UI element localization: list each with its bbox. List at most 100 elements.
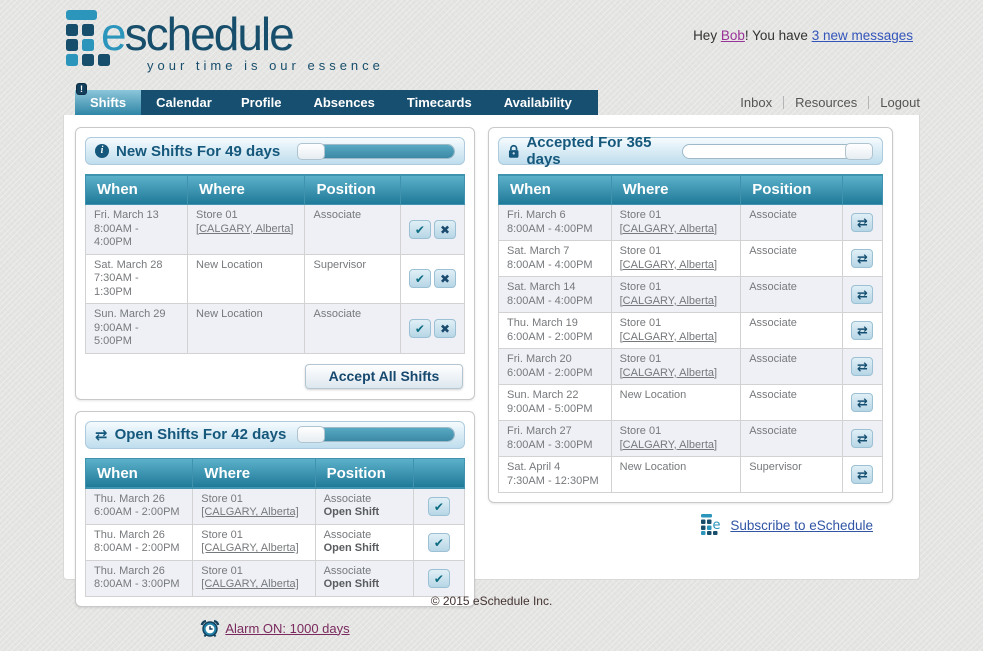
- accept-shift-button[interactable]: ✔: [427, 568, 450, 588]
- content-area: i New Shifts For 49 days When Where Posi…: [63, 115, 920, 637]
- table-header-row: When Where Position: [498, 174, 884, 205]
- location-link[interactable]: [CALGARY, Alberta]: [201, 506, 299, 518]
- shift-location: Store 01: [201, 528, 243, 541]
- shift-location: Store 01: [619, 425, 662, 437]
- shift-location: New Location: [619, 461, 687, 473]
- accept-shift-button[interactable]: ✔: [427, 496, 450, 516]
- slider-handle[interactable]: [845, 142, 873, 160]
- logout-link[interactable]: Logout: [880, 95, 920, 110]
- accept-shift-button[interactable]: ✔: [427, 532, 450, 552]
- shift-location: Store 01: [619, 209, 662, 221]
- shift-time: 9:00AM - 5:00PM: [94, 321, 139, 348]
- table-row: Sat. March 14 8:00AM - 4:00PM Store 01 [CA…: [498, 276, 884, 313]
- shift-location: Store 01: [196, 209, 238, 221]
- shift-date: Sun. March 22: [507, 389, 579, 401]
- open-shift-label: Open Shift: [323, 542, 380, 554]
- subscribe-link[interactable]: Subscribe to eSchedule: [730, 518, 873, 533]
- location-link[interactable]: [CALGARY, Alberta]: [619, 330, 718, 343]
- inbox-link[interactable]: Inbox: [740, 95, 773, 110]
- alarm-clock-icon: [200, 619, 220, 637]
- shift-location: New Location: [196, 308, 263, 320]
- days-range-slider[interactable]: [297, 426, 455, 443]
- menu-item-timecards[interactable]: Timecards: [406, 95, 472, 110]
- shift-time: 8:00AM - 4:00PM: [507, 294, 593, 307]
- slider-handle[interactable]: [297, 142, 325, 160]
- decline-shift-button[interactable]: ✖: [433, 219, 456, 239]
- shift-position: Associate: [323, 492, 372, 505]
- alarm-row: Alarm ON: 1000 days: [75, 618, 475, 638]
- menu-item-absences[interactable]: Absences: [313, 95, 375, 110]
- shift-position: Associate: [749, 317, 797, 329]
- new-messages-link[interactable]: 3 new messages: [811, 28, 913, 43]
- location-link[interactable]: [CALGARY, Alberta]: [619, 438, 718, 451]
- days-range-slider[interactable]: [682, 142, 873, 160]
- shift-tabs: Shifts Calendar: [75, 90, 227, 115]
- accept-all-shifts-button[interactable]: Accept All Shifts: [305, 363, 463, 389]
- slider-handle[interactable]: [297, 426, 325, 443]
- location-link[interactable]: [CALGARY, Alberta]: [201, 578, 299, 590]
- open-shifts-header: ⇄ Open Shifts For 42 days: [85, 420, 465, 449]
- decline-shift-button[interactable]: ✖: [433, 318, 456, 338]
- location-link[interactable]: [CALGARY, Alberta]: [619, 258, 718, 271]
- shift-location: New Location: [619, 389, 687, 401]
- alarm-link[interactable]: Alarm ON: 1000 days: [225, 620, 350, 636]
- swap-shift-button[interactable]: ⇄: [851, 393, 874, 412]
- location-link[interactable]: [CALGARY, Alberta]: [201, 542, 299, 554]
- shift-date: Thu. March 19: [507, 317, 578, 329]
- col-when: When: [84, 457, 194, 489]
- accept-shift-button[interactable]: ✔: [408, 318, 431, 338]
- open-shift-label: Open Shift: [323, 506, 380, 518]
- swap-shift-button[interactable]: ⇄: [851, 357, 874, 376]
- swap-shift-button[interactable]: ⇄: [851, 465, 874, 484]
- location-link[interactable]: [CALGARY, Alberta]: [619, 294, 718, 307]
- shift-position: Associate: [749, 245, 797, 257]
- shift-date: Fri. March 6: [507, 209, 566, 221]
- tab-calendar[interactable]: Calendar: [141, 90, 227, 115]
- table-row: Sat. March 28 7:30AM - 1:30PM New Locatio…: [84, 253, 466, 304]
- shift-position: Supervisor: [313, 258, 367, 271]
- table-row: Thu. March 26 8:00AM - 3:00PM Store 01 [CA…: [84, 559, 466, 597]
- shift-time: 8:00AM - 3:00PM: [94, 578, 180, 590]
- panel-title: Accepted For 365 days: [526, 134, 652, 168]
- table-row: Fri. March 6 8:00AM - 4:00PM Store 01 [CAL…: [498, 204, 884, 241]
- swap-shift-button[interactable]: ⇄: [851, 249, 874, 268]
- swap-shift-button[interactable]: ⇄: [851, 321, 874, 340]
- location-link[interactable]: [CALGARY, Alberta]: [196, 222, 294, 235]
- shift-time: 8:00AM - 4:00PM: [507, 258, 593, 271]
- accepted-table: When Where Position Fri. March 6 8:00AM -…: [498, 174, 884, 493]
- shift-date: Sat. March 14: [507, 281, 576, 293]
- shift-position: Associate: [313, 308, 362, 320]
- decline-shift-button[interactable]: ✖: [433, 269, 456, 289]
- location-link[interactable]: [CALGARY, Alberta]: [619, 366, 718, 379]
- new-shifts-header: i New Shifts For 49 days: [85, 137, 465, 165]
- accept-shift-button[interactable]: ✔: [408, 269, 431, 289]
- shift-date: Thu. March 26: [94, 528, 165, 541]
- swap-shift-button[interactable]: ⇄: [851, 213, 874, 232]
- new-shifts-table: When Where Position Fri. March 13 8:00AM …: [84, 174, 466, 354]
- shift-date: Sat. March 7: [507, 245, 570, 257]
- col-position: Position: [314, 457, 414, 489]
- shift-location: Store 01: [619, 245, 662, 257]
- accept-shift-button[interactable]: ✔: [408, 219, 431, 239]
- user-name-link[interactable]: Bob: [720, 28, 745, 43]
- menu-item-profile[interactable]: Profile: [241, 95, 282, 110]
- shift-location: New Location: [196, 258, 263, 271]
- swap-icon: ⇄: [95, 426, 108, 444]
- divider: [783, 96, 785, 109]
- swap-shift-button[interactable]: ⇄: [851, 429, 874, 448]
- col-actions: [841, 174, 884, 205]
- shift-position: Associate: [749, 353, 797, 365]
- shift-time: 7:30AM - 1:30PM: [94, 272, 139, 298]
- lock-icon: [508, 144, 519, 158]
- swap-shift-button[interactable]: ⇄: [851, 285, 874, 304]
- shift-time: 8:00AM - 3:00PM: [507, 438, 593, 451]
- days-range-slider[interactable]: [297, 142, 455, 160]
- resources-link[interactable]: Resources: [795, 95, 858, 110]
- shift-date: Fri. March 20: [507, 353, 572, 365]
- shift-location: Store 01: [619, 281, 662, 293]
- menu-item-availability[interactable]: Availability: [503, 95, 572, 110]
- shift-location: Store 01: [201, 564, 243, 577]
- shift-time: 9:00AM - 5:00PM: [507, 402, 593, 415]
- eschedule-mini-logo-icon: e: [701, 514, 721, 535]
- location-link[interactable]: [CALGARY, Alberta]: [619, 222, 718, 235]
